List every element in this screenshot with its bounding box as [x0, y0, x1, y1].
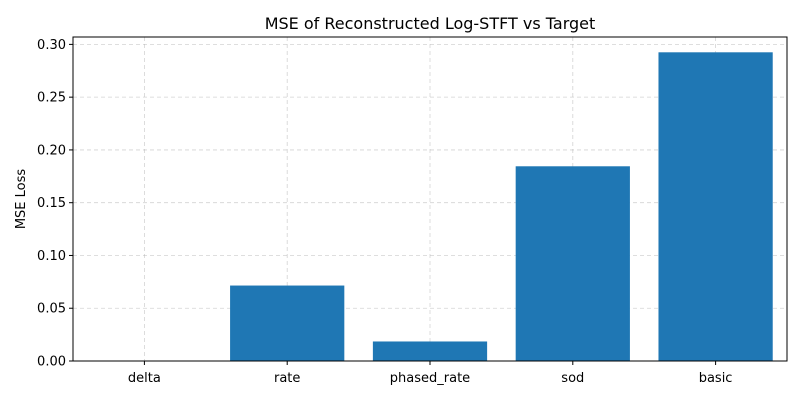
x-tick-label: basic — [699, 371, 733, 386]
x-tick-label: sod — [561, 371, 584, 386]
y-tick-label: 0.10 — [37, 249, 66, 264]
x-tick-label: rate — [274, 371, 300, 386]
y-axis-label: MSE Loss — [14, 169, 29, 230]
y-tick-label: 0.25 — [37, 91, 66, 106]
tick-layer: 0.00 0.05 0.10 0.15 0.20 0.25 0.30 delta rate pha… — [37, 38, 732, 386]
bar-sod — [515, 166, 630, 361]
y-tick-label: 0.15 — [37, 196, 66, 211]
x-tick-label: delta — [128, 371, 161, 386]
chart-title: MSE of Reconstructed Log-STFT vs Target — [265, 14, 596, 33]
bar-basic — [658, 52, 773, 362]
bar-rate — [230, 285, 345, 361]
y-tick-label: 0.05 — [37, 302, 66, 317]
y-tick-label: 0.20 — [37, 143, 66, 158]
bar-layer — [230, 52, 773, 362]
bar-phased-rate — [372, 341, 488, 361]
y-tick-label: 0.30 — [37, 38, 66, 53]
y-tick-label: 0.00 — [37, 355, 66, 370]
x-tick-label: phased_rate — [390, 371, 470, 386]
